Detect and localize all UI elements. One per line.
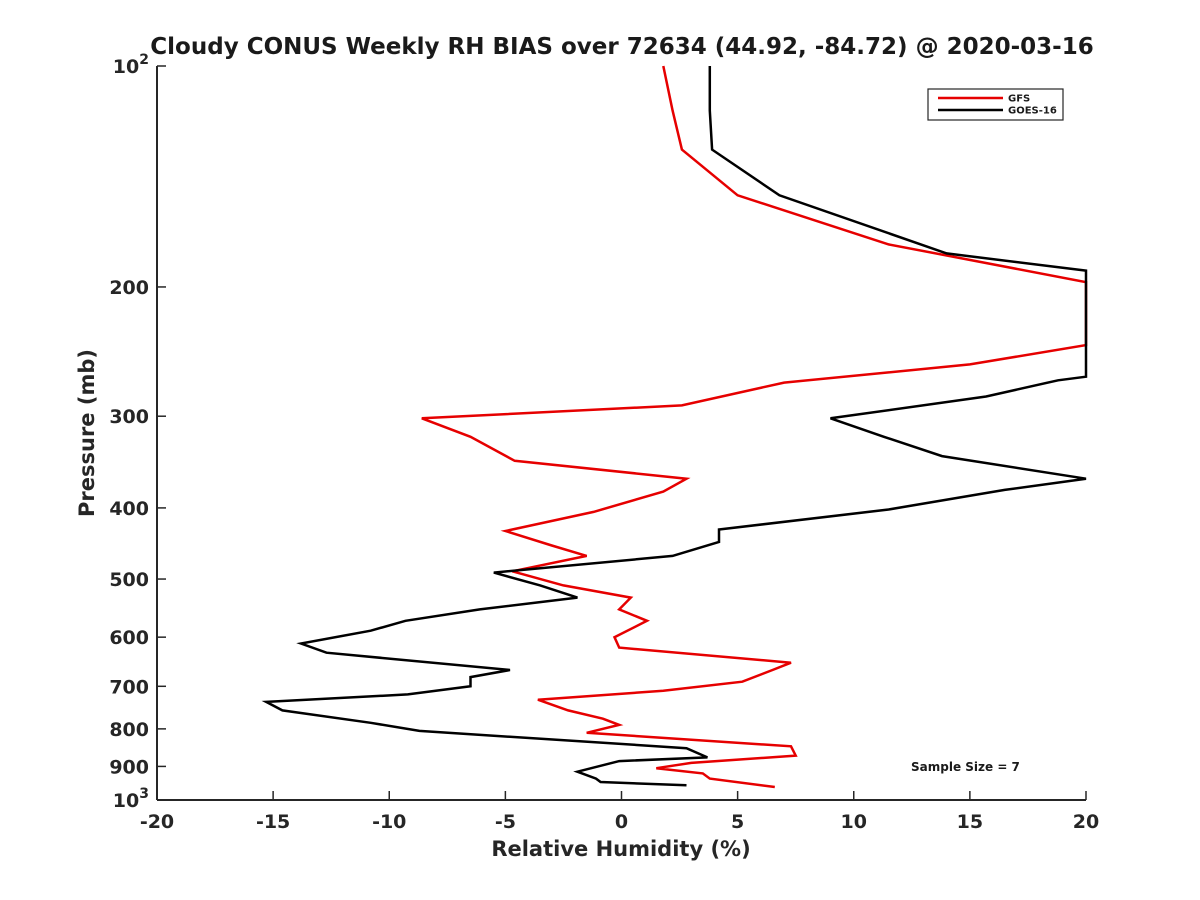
y-axis-label: Pressure (mb) bbox=[75, 349, 99, 517]
y-tick-label: 900 bbox=[109, 756, 149, 778]
x-ticks: -20 -15 -10 -5 0 5 10 15 20 bbox=[140, 791, 1099, 833]
plot-background bbox=[157, 66, 1086, 800]
x-tick-label: 5 bbox=[731, 811, 744, 833]
x-tick-label: -10 bbox=[372, 811, 406, 833]
series-line-gfs bbox=[421, 65, 1088, 789]
y-tick-label: 800 bbox=[109, 719, 149, 741]
legend: GFS GOES-16 bbox=[927, 88, 1064, 121]
x-tick-label: -20 bbox=[140, 811, 174, 833]
legend-label-gfs: GFS bbox=[1008, 94, 1030, 105]
x-tick-label: 10 bbox=[841, 811, 867, 833]
sample-size-annotation: Sample Size = 7 bbox=[911, 760, 1020, 774]
plot-area: -20 -15 -10 -5 0 5 10 15 20 10220030040050060070… bbox=[109, 52, 1099, 833]
y-tick-label: 300 bbox=[109, 406, 149, 428]
x-tick-label: -15 bbox=[256, 811, 290, 833]
x-tick-label: 15 bbox=[957, 811, 983, 833]
x-tick-label: 20 bbox=[1073, 811, 1099, 833]
x-axis-label: Relative Humidity (%) bbox=[491, 837, 750, 861]
y-tick-label: 600 bbox=[109, 627, 149, 649]
series-line-goes-16 bbox=[261, 66, 1088, 787]
x-tick-label: 0 bbox=[615, 811, 628, 833]
legend-label-goes16: GOES-16 bbox=[1008, 106, 1057, 117]
y-tick-label: 500 bbox=[109, 569, 149, 591]
legend-box bbox=[927, 88, 1064, 121]
chart-title: Cloudy CONUS Weekly RH BIAS over 72634 (… bbox=[150, 34, 1093, 60]
y-tick-label: 400 bbox=[109, 498, 149, 520]
x-tick-label: -5 bbox=[495, 811, 516, 833]
y-tick-label: 700 bbox=[109, 676, 149, 698]
y-tick-label: 200 bbox=[109, 277, 149, 299]
series-layer bbox=[261, 65, 1088, 789]
